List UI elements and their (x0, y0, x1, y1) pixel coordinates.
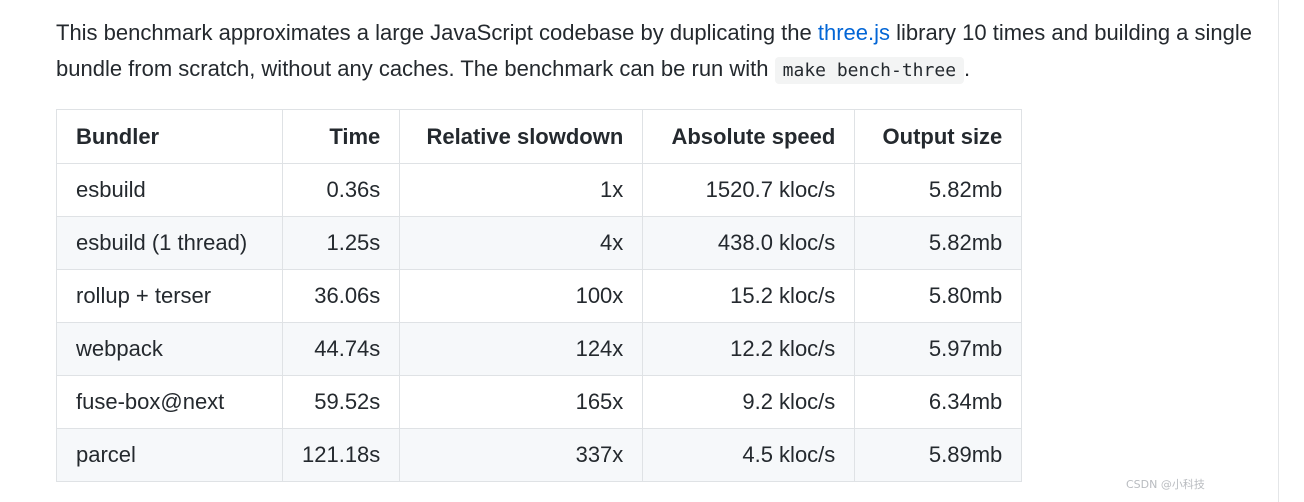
cell-bundler: parcel (56, 428, 283, 482)
cell-relative-slowdown: 337x (399, 428, 644, 482)
table-row: rollup + terser 36.06s 100x 15.2 kloc/s … (56, 269, 1023, 323)
threejs-link[interactable]: three.js (817, 20, 891, 45)
cell-bundler: esbuild (1 thread) (56, 216, 283, 270)
cell-time: 0.36s (281, 163, 401, 217)
table-row: esbuild (1 thread) 1.25s 4x 438.0 kloc/s… (56, 216, 1023, 270)
table-row: webpack 44.74s 124x 12.2 kloc/s 5.97mb (56, 322, 1023, 376)
cell-output-size: 5.97mb (854, 322, 1023, 376)
cell-time: 121.18s (281, 428, 401, 482)
cell-absolute-speed: 438.0 kloc/s (642, 216, 856, 270)
intro-text-1: This benchmark approximates a large Java… (56, 20, 818, 45)
header-relative-slowdown: Relative slowdown (399, 109, 644, 164)
cell-output-size: 6.34mb (854, 375, 1023, 429)
table-row: fuse-box@next 59.52s 165x 9.2 kloc/s 6.3… (56, 375, 1023, 429)
intro-text-3: . (964, 56, 971, 81)
cell-relative-slowdown: 100x (399, 269, 644, 323)
cell-relative-slowdown: 4x (399, 216, 644, 270)
cell-relative-slowdown: 1x (399, 163, 644, 217)
cell-output-size: 5.82mb (854, 216, 1023, 270)
cell-absolute-speed: 4.5 kloc/s (642, 428, 856, 482)
cell-bundler: webpack (56, 322, 283, 376)
cell-time: 1.25s (281, 216, 401, 270)
cell-relative-slowdown: 165x (399, 375, 644, 429)
watermark: CSDN @小科技 (1126, 478, 1205, 491)
cell-absolute-speed: 1520.7 kloc/s (642, 163, 856, 217)
header-time: Time (281, 109, 401, 164)
header-absolute-speed: Absolute speed (642, 109, 856, 164)
header-output-size: Output size (854, 109, 1023, 164)
content-divider (1278, 0, 1279, 502)
header-bundler: Bundler (56, 109, 283, 164)
cell-output-size: 5.89mb (854, 428, 1023, 482)
cell-output-size: 5.82mb (854, 163, 1023, 217)
cell-absolute-speed: 12.2 kloc/s (642, 322, 856, 376)
cell-time: 44.74s (281, 322, 401, 376)
benchmark-description: This benchmark approximates a large Java… (56, 15, 1256, 89)
table-row: esbuild 0.36s 1x 1520.7 kloc/s 5.82mb (56, 163, 1023, 217)
command-code: make bench-three (774, 57, 965, 84)
cell-bundler: esbuild (56, 163, 283, 217)
cell-bundler: rollup + terser (56, 269, 283, 323)
cell-time: 59.52s (281, 375, 401, 429)
benchmark-table: Bundler Time Relative slowdown Absolute … (56, 109, 1023, 482)
cell-output-size: 5.80mb (854, 269, 1023, 323)
intro-text-2: library 10 times and building a single b… (56, 20, 1252, 81)
table-header-row: Bundler Time Relative slowdown Absolute … (56, 109, 1023, 164)
table-row: parcel 121.18s 337x 4.5 kloc/s 5.89mb (56, 428, 1023, 482)
cell-bundler: fuse-box@next (56, 375, 283, 429)
cell-absolute-speed: 9.2 kloc/s (642, 375, 856, 429)
cell-time: 36.06s (281, 269, 401, 323)
cell-relative-slowdown: 124x (399, 322, 644, 376)
cell-absolute-speed: 15.2 kloc/s (642, 269, 856, 323)
